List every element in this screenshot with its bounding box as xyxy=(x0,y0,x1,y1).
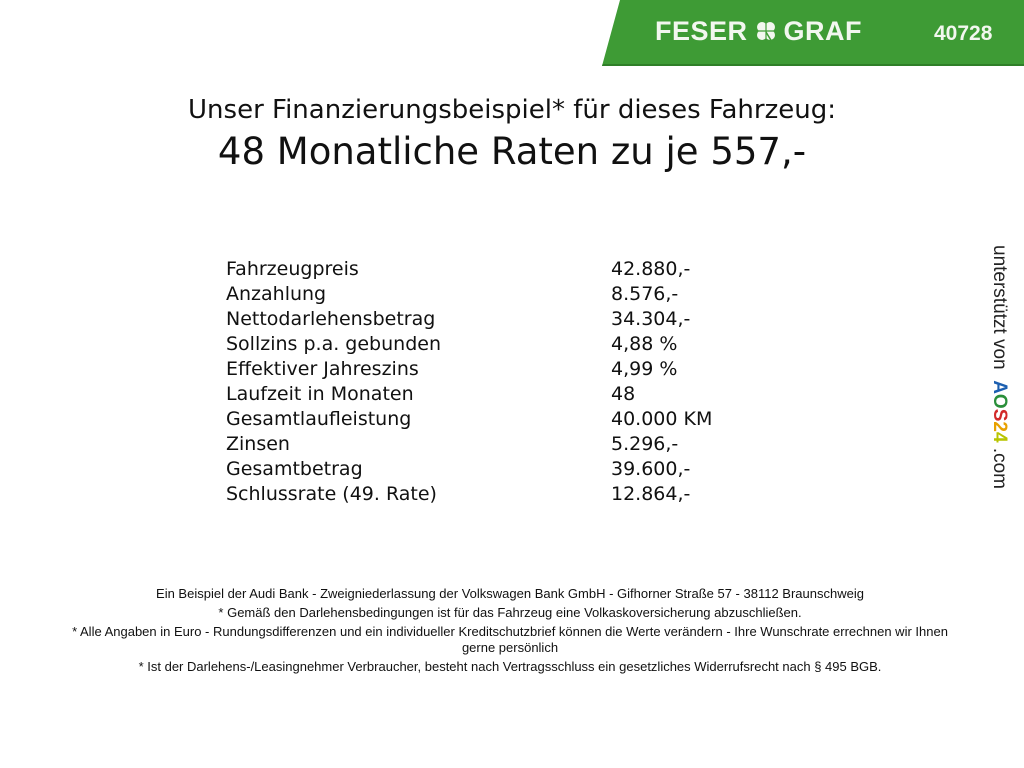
aos24-logo: AOS24 xyxy=(989,380,1010,443)
table-row: Sollzins p.a. gebunden 4,88 % xyxy=(226,333,746,358)
brand-right: GRAF xyxy=(783,16,863,46)
supported-by: unterstützt von AOS24 .com xyxy=(988,245,1010,489)
footer-note: * Gemäß den Darlehensbedingungen ist für… xyxy=(218,605,802,620)
table-row: Nettodarlehensbetrag 34.304,- xyxy=(226,308,746,333)
footer-note: * Ist der Darlehens-/Leasingnehmer Verbr… xyxy=(138,659,882,674)
row-value: 42.880,- xyxy=(611,258,691,280)
row-value: 12.864,- xyxy=(611,483,691,505)
row-value: 48 xyxy=(611,383,636,405)
table-row: Zinsen 5.296,- xyxy=(226,433,746,458)
brand-left: FESER xyxy=(655,16,748,46)
table-row: Schlussrate (49. Rate) 12.864,- xyxy=(226,483,746,508)
row-value: 40.000 KM xyxy=(611,408,713,430)
row-label: Schlussrate (49. Rate) xyxy=(226,483,437,505)
row-value: 4,99 % xyxy=(611,358,678,380)
supported-by-text: unterstützt von xyxy=(989,245,1010,370)
brand-logo: FESER GRAF xyxy=(655,16,862,47)
row-label: Zinsen xyxy=(226,433,290,455)
table-row: Anzahlung 8.576,- xyxy=(226,283,746,308)
row-label: Gesamtbetrag xyxy=(226,458,363,480)
row-value: 39.600,- xyxy=(611,458,691,480)
row-value: 34.304,- xyxy=(611,308,691,330)
row-label: Laufzeit in Monaten xyxy=(226,383,414,405)
table-row: Gesamtlaufleistung 40.000 KM xyxy=(226,408,746,433)
row-label: Effektiver Jahreszins xyxy=(226,358,419,380)
row-value: 4,88 % xyxy=(611,333,678,355)
footer-notes: Ein Beispiel der Audi Bank - Zweignieder… xyxy=(60,586,960,678)
table-row: Effektiver Jahreszins 4,99 % xyxy=(226,358,746,383)
row-label: Gesamtlaufleistung xyxy=(226,408,412,430)
aos24-suffix: .com xyxy=(989,447,1010,490)
table-row: Fahrzeugpreis 42.880,- xyxy=(226,258,746,283)
finance-table: Fahrzeugpreis 42.880,- Anzahlung 8.576,- Net… xyxy=(226,258,746,508)
title-line1: Unser Finanzierungsbeispiel* für dieses … xyxy=(188,95,836,125)
table-row: Laufzeit in Monaten 48 xyxy=(226,383,746,408)
row-label: Fahrzeugpreis xyxy=(226,258,359,280)
footer-note: * Alle Angaben in Euro - Rundungsdiffere… xyxy=(72,624,948,655)
vehicle-code: 40728 xyxy=(934,22,993,45)
table-row: Gesamtbetrag 39.600,- xyxy=(226,458,746,483)
clover-icon xyxy=(755,21,776,42)
header-banner xyxy=(602,0,1024,66)
footer-note: Ein Beispiel der Audi Bank - Zweignieder… xyxy=(156,586,864,601)
row-label: Anzahlung xyxy=(226,283,327,305)
row-label: Sollzins p.a. gebunden xyxy=(226,333,441,355)
row-value: 8.576,- xyxy=(611,283,679,305)
title-line2: 48 Monatliche Raten zu je 557,- xyxy=(217,130,807,173)
row-value: 5.296,- xyxy=(611,433,679,455)
row-label: Nettodarlehensbetrag xyxy=(226,308,436,330)
